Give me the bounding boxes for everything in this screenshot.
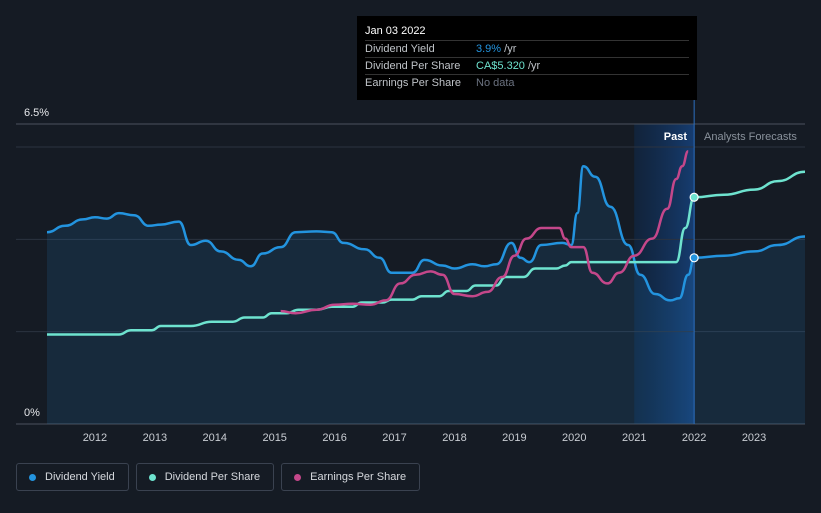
tooltip-unit: /yr [501,43,517,55]
x-tick-label: 2016 [322,432,346,444]
series-line-earnings-per-share [280,150,689,315]
forecast-label: Analysts Forecasts [704,131,797,143]
legend-label: Dividend Per Share [164,471,261,483]
highlight-region [634,124,695,424]
tooltip-unit: /yr [524,60,541,72]
past-label: Past [664,131,688,143]
x-tick-label: 2022 [682,432,706,444]
tooltip-value-number: 3.9% [476,43,502,55]
tooltip-value-number: CA$5.320 [476,60,525,72]
tooltip-row-dividend-yield: Dividend Yield 3.9% /yr [365,40,689,57]
legend-label: Dividend Yield [45,471,115,483]
x-axis: 2012 2013 2014 2015 2016 2017 2018 2019 2020 2021… [83,432,767,444]
x-tick-label: 2012 [83,432,107,444]
grid [16,123,805,425]
series-line-dividend-yield [46,164,806,302]
marker-layer [689,192,699,263]
data-point-marker [689,192,699,202]
legend-item-earnings-per-share[interactable]: Earnings Per Share [281,463,421,491]
x-tick-label: 2014 [203,432,227,444]
tooltip-value: No data [476,77,515,89]
tooltip-value: 3.9% /yr [476,43,516,55]
x-tick-label: 2019 [502,432,526,444]
tooltip: Jan 03 2022 Dividend Yield 3.9% /yr Divi… [357,16,697,100]
tooltip-label: Earnings Per Share [365,77,461,89]
x-tick-label: 2021 [622,432,646,444]
legend: Dividend Yield Dividend Per Share Earnin… [16,463,421,493]
tooltip-value: CA$5.320 /yr [476,60,540,72]
tooltip-value-number: No data [476,77,515,89]
legend-item-dividend-per-share[interactable]: Dividend Per Share [135,463,275,491]
tooltip-row-dividend-per-share: Dividend Per Share CA$5.320 /yr [365,57,689,74]
dot-icon [294,473,302,481]
tooltip-label: Dividend Per Share [365,60,461,72]
line-layer [46,150,806,336]
data-point-marker [689,253,699,263]
x-tick-label: 2023 [742,432,766,444]
x-tick-label: 2020 [562,432,586,444]
y-tick-label-bottom: 0% [24,407,40,419]
legend-label: Earnings Per Share [310,471,407,483]
tooltip-date: Jan 03 2022 [365,25,426,37]
x-tick-label: 2018 [442,432,466,444]
dot-icon [148,473,156,481]
legend-item-dividend-yield[interactable]: Dividend Yield [16,463,129,491]
tooltip-label: Dividend Yield [365,43,435,55]
x-tick-label: 2017 [382,432,406,444]
x-tick-label: 2013 [143,432,167,444]
y-tick-label-top: 6.5% [24,107,49,119]
x-tick-label: 2015 [262,432,286,444]
series-line-dividend-per-share [47,170,806,336]
dot-icon [29,473,36,481]
tooltip-row-earnings-per-share: Earnings Per Share No data [365,74,689,91]
